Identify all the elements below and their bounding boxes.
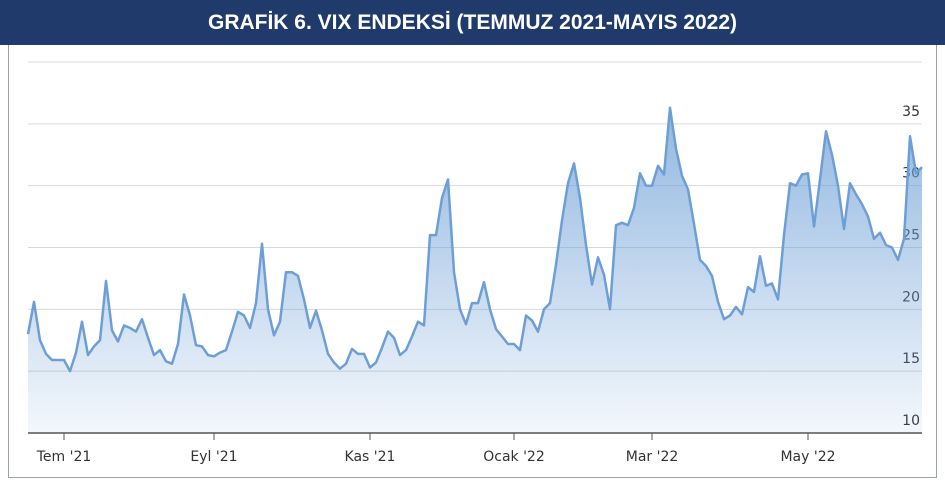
chart-frame	[8, 45, 937, 478]
line	[26, 106, 923, 373]
x-tick-label: Mar '22	[626, 449, 679, 465]
area-fill	[28, 107, 922, 434]
y-tick-label: 35	[902, 104, 920, 120]
chart-title: GRAFİK 6. VIX ENDEKSİ (TEMMUZ 2021-MAYIS…	[207, 11, 738, 34]
x-tick-label: May '22	[780, 449, 835, 465]
x-tick-label: Tem '21	[36, 449, 92, 465]
title-bar: GRAFİK 6. VIX ENDEKSİ (TEMMUZ 2021-MAYIS…	[0, 0, 945, 45]
x-tick-label: Eyl '21	[190, 449, 237, 465]
x-tick-label: Kas '21	[345, 449, 396, 465]
x-tick-label: Ocak '22	[483, 449, 545, 465]
